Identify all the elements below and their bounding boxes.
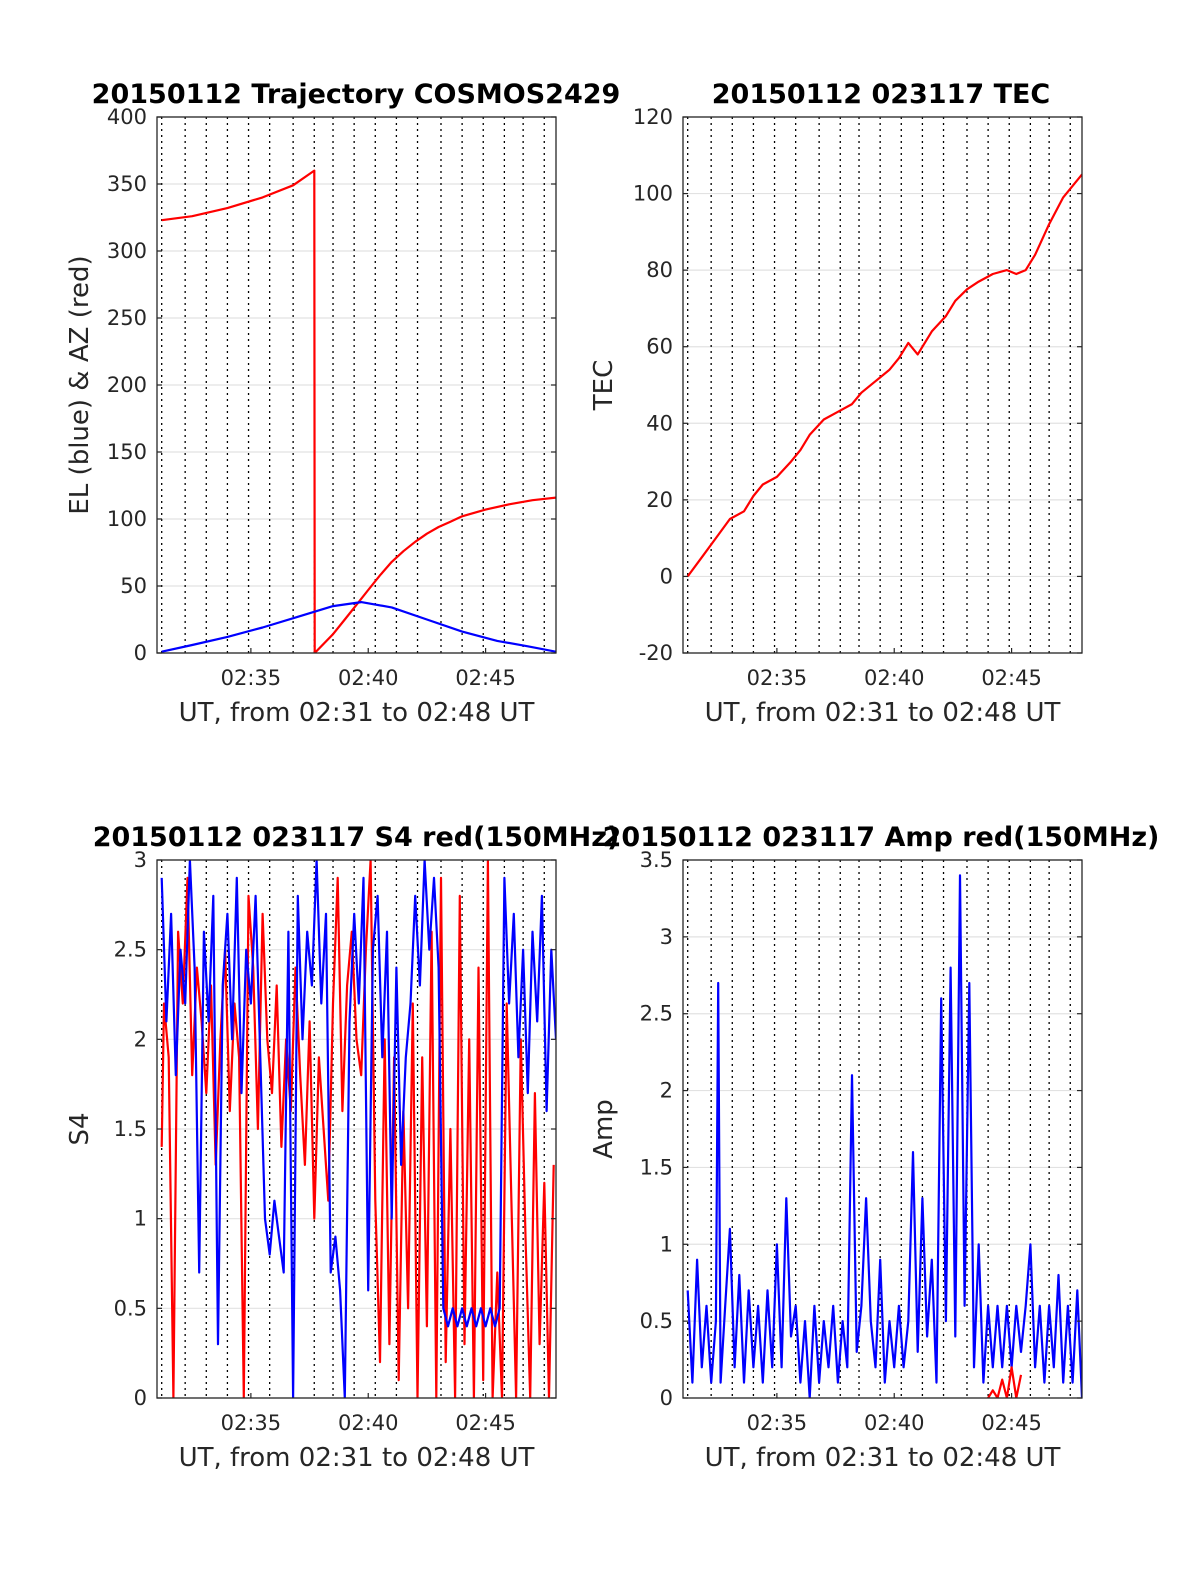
- s4-ytick-label-6: 3: [134, 848, 147, 872]
- tec-chart: -20 0 20 40 60 80 100 120 02:35 02:40 02:45 2015011…: [589, 79, 1083, 728]
- tec-ytick-label-7: 120: [633, 105, 673, 129]
- s4-chart: 0 0.5 1 1.5 2 2.5 3 02:35 02:40 02:45 20150112 023…: [65, 822, 619, 1473]
- s4-ytick-label-0: 0: [134, 1386, 147, 1410]
- trajectory-ytick-label-3: 150: [107, 440, 147, 464]
- trajectory-ytick-label-0: 0: [134, 641, 147, 665]
- tec-ytick-label-4: 60: [646, 335, 673, 359]
- tec-ytick-label-0: -20: [639, 641, 673, 665]
- s4-ytick-label-2: 1: [134, 1207, 147, 1231]
- s4-ytick-label-4: 2: [134, 1027, 147, 1051]
- tec-xtick-label-2: 02:45: [981, 666, 1042, 690]
- tec-ytick-label-5: 80: [646, 258, 673, 282]
- trajectory-ytick-label-2: 100: [107, 507, 147, 531]
- trajectory-chart: 0 50 100 150 200 250 300 350 400 02:35 02:40 02:45 2…: [65, 79, 620, 728]
- trajectory-xtick-label-2: 02:45: [455, 666, 516, 690]
- amp-chart: 0 0.5 1 1.5 2 2.5 3 3.5 02:35 02:40 02:45 20150112 …: [589, 822, 1159, 1473]
- trajectory-title: 20150112 Trajectory COSMOS2429: [92, 79, 621, 110]
- tec-xtick-label-1: 02:40: [864, 666, 925, 690]
- tec-xlabel: UT, from 02:31 to 02:48 UT: [705, 698, 1061, 728]
- amp-ytick-label-5: 2.5: [640, 1002, 673, 1026]
- amp-ytick-label-0: 0: [660, 1386, 673, 1410]
- tec-axes-frame: [682, 116, 1083, 654]
- s4-xtick-label-1: 02:40: [338, 1411, 399, 1435]
- amp-ytick-label-2: 1: [660, 1232, 673, 1256]
- tec-ylabel: TEC: [589, 360, 619, 411]
- amp-axes-frame: [682, 859, 1083, 1399]
- s4-series-1: [160, 860, 556, 1398]
- s4-ytick-label-5: 2.5: [114, 938, 147, 962]
- amp-ytick-label-7: 3.5: [640, 848, 673, 872]
- amp-ylabel: Amp: [589, 1099, 619, 1159]
- trajectory-xtick-label-0: 02:35: [221, 666, 282, 690]
- tec-plot-area: [683, 117, 1082, 653]
- amp-xtick-label-2: 02:45: [981, 1411, 1042, 1435]
- trajectory-ytick-label-8: 400: [107, 105, 147, 129]
- trajectory-xlabel: UT, from 02:31 to 02:48 UT: [179, 698, 535, 728]
- amp-title: 20150112 023117 Amp red(150MHz): [603, 822, 1160, 853]
- trajectory-ytick-label-1: 50: [120, 574, 147, 598]
- s4-title: 20150112 023117 S4 red(150MHz): [93, 822, 620, 853]
- tec-ytick-label-3: 40: [646, 411, 673, 435]
- amp-ytick-label-6: 3: [660, 925, 673, 949]
- trajectory-ytick-label-7: 350: [107, 172, 147, 196]
- s4-ytick-label-1: 0.5: [114, 1296, 147, 1320]
- tec-ytick-label-1: 0: [660, 564, 673, 588]
- tec-xtick-label-0: 02:35: [747, 666, 808, 690]
- amp-series-0: [686, 874, 1082, 1398]
- amp-ytick-label-1: 0.5: [640, 1309, 673, 1333]
- s4-ytick-label-3: 1.5: [114, 1117, 147, 1141]
- amp-series-1: [987, 1366, 1023, 1398]
- tec-ytick-label-2: 20: [646, 488, 673, 512]
- trajectory-ylabel: EL (blue) & AZ (red): [65, 255, 95, 514]
- amp-xtick-label-0: 02:35: [747, 1411, 808, 1435]
- amp-xlabel: UT, from 02:31 to 02:48 UT: [705, 1443, 1061, 1473]
- amp-ytick-label-3: 1.5: [640, 1155, 673, 1179]
- s4-ylabel: S4: [65, 1112, 95, 1145]
- trajectory-ytick-label-5: 250: [107, 306, 147, 330]
- amp-ytick-label-4: 2: [660, 1079, 673, 1103]
- tec-ytick-label-6: 100: [633, 182, 673, 206]
- trajectory-series-0: [161, 169, 556, 653]
- s4-xtick-label-2: 02:45: [455, 1411, 516, 1435]
- amp-xtick-label-1: 02:40: [864, 1411, 925, 1435]
- tec-series-0: [686, 173, 1082, 578]
- trajectory-xtick-label-1: 02:40: [338, 666, 399, 690]
- s4-xlabel: UT, from 02:31 to 02:48 UT: [179, 1443, 535, 1473]
- tec-title: 20150112 023117 TEC: [712, 79, 1051, 110]
- trajectory-ytick-label-6: 300: [107, 239, 147, 263]
- trajectory-series-1: [161, 600, 556, 653]
- trajectory-ytick-label-4: 200: [107, 373, 147, 397]
- s4-xtick-label-0: 02:35: [221, 1411, 282, 1435]
